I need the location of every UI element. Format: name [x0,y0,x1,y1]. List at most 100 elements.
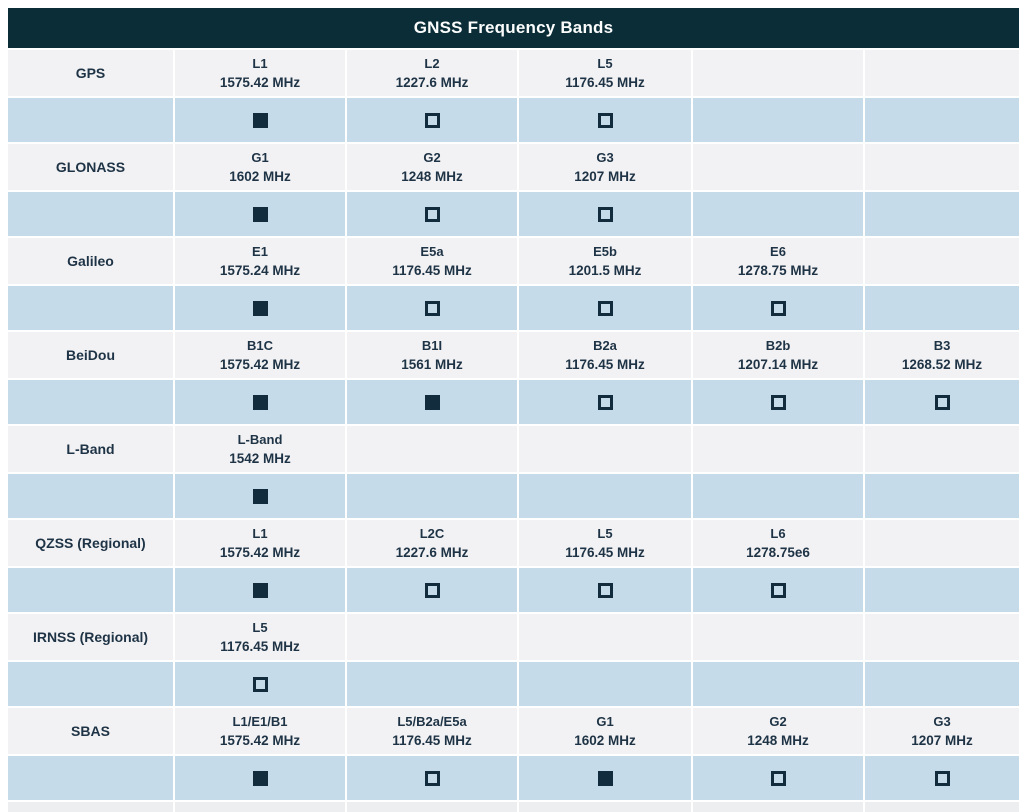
checkbox-cell [519,568,691,612]
checked-checkbox-icon[interactable] [252,112,268,128]
band-frequency: 1575.42 MHz [219,357,301,372]
cutoff-row-sliver [347,802,517,812]
band-frequency: 1561 MHz [401,357,463,372]
empty-cell [8,756,173,800]
empty-cell [347,662,517,706]
band-frequency: 1207.14 MHz [737,357,819,372]
checkbox-cell [519,98,691,142]
unchecked-checkbox-icon[interactable] [252,676,268,692]
band-frequency: 1575.42 MHz [219,545,301,560]
band-name: G2 [423,150,441,165]
band-cell: L1/E1/B1 1575.42 MHz [175,708,345,754]
unchecked-checkbox-icon[interactable] [424,770,440,786]
band-cell: E1 1575.24 MHz [175,238,345,284]
checked-checkbox-icon[interactable] [252,206,268,222]
band-name: L2C [419,526,445,541]
checkbox-cell [865,756,1019,800]
unchecked-checkbox-icon[interactable] [597,394,613,410]
empty-cell [865,286,1019,330]
checked-checkbox-icon[interactable] [424,394,440,410]
band-cell: L6 1278.75e6 [693,520,863,566]
band-cell: L5 1176.45 MHz [175,614,345,660]
unchecked-checkbox-icon[interactable] [597,582,613,598]
empty-cell [693,474,863,518]
empty-cell [865,474,1019,518]
cutoff-row-sliver [865,802,1019,812]
band-frequency: 1176.45 MHz [392,263,472,278]
checkbox-cell [865,380,1019,424]
empty-cell [693,426,863,472]
band-cell: G1 1602 MHz [519,708,691,754]
band-name: E6 [770,244,786,259]
band-cell: G2 1248 MHz [347,144,517,190]
band-frequency: 1278.75 MHz [737,263,819,278]
cutoff-row-sliver [175,802,345,812]
empty-cell [8,380,173,424]
checkbox-cell [519,380,691,424]
band-frequency: 1248 MHz [747,733,809,748]
empty-cell [8,568,173,612]
empty-cell [865,614,1019,660]
band-name: G3 [596,150,614,165]
band-frequency: 1602 MHz [574,733,636,748]
empty-cell [8,192,173,236]
checkbox-cell [175,98,345,142]
unchecked-checkbox-icon[interactable] [770,770,786,786]
band-name: B2b [765,338,791,353]
band-cell: G2 1248 MHz [693,708,863,754]
unchecked-checkbox-icon[interactable] [424,112,440,128]
system-label: L-Band [8,426,173,472]
system-label: IRNSS (Regional) [8,614,173,660]
unchecked-checkbox-icon[interactable] [424,206,440,222]
system-label: GPS [8,50,173,96]
checkbox-cell [347,192,517,236]
empty-cell [693,98,863,142]
empty-cell [865,98,1019,142]
unchecked-checkbox-icon[interactable] [597,206,613,222]
unchecked-checkbox-icon[interactable] [770,394,786,410]
band-cell: L1 1575.42 MHz [175,50,345,96]
empty-cell [347,474,517,518]
band-name: L5 [597,56,613,71]
unchecked-checkbox-icon[interactable] [934,394,950,410]
unchecked-checkbox-icon[interactable] [424,582,440,598]
unchecked-checkbox-icon[interactable] [424,300,440,316]
band-frequency: 1575.24 MHz [219,263,301,278]
band-frequency: 1227.6 MHz [395,545,469,560]
checkbox-cell [347,286,517,330]
band-frequency: 1176.45 MHz [392,733,472,748]
checkbox-cell [693,568,863,612]
empty-cell [8,98,173,142]
band-name: L6 [770,526,786,541]
checked-checkbox-icon[interactable] [597,770,613,786]
band-cell: L5 1176.45 MHz [519,50,691,96]
cutoff-row-sliver [8,802,173,812]
band-name: L2 [424,56,440,71]
checked-checkbox-icon[interactable] [252,394,268,410]
unchecked-checkbox-icon[interactable] [597,112,613,128]
band-frequency: 1176.45 MHz [565,545,645,560]
band-name: G3 [933,714,951,729]
unchecked-checkbox-icon[interactable] [770,300,786,316]
checked-checkbox-icon[interactable] [252,488,268,504]
empty-cell [519,426,691,472]
empty-cell [519,662,691,706]
band-cell: E5b 1201.5 MHz [519,238,691,284]
unchecked-checkbox-icon[interactable] [597,300,613,316]
cutoff-row-sliver [693,802,863,812]
checkbox-cell [693,380,863,424]
unchecked-checkbox-icon[interactable] [770,582,786,598]
empty-cell [865,192,1019,236]
band-name: E1 [252,244,268,259]
checked-checkbox-icon[interactable] [252,582,268,598]
checkbox-cell [175,474,345,518]
system-label: BeiDou [8,332,173,378]
checked-checkbox-icon[interactable] [252,770,268,786]
band-frequency: 1602 MHz [229,169,291,184]
checkbox-cell [347,756,517,800]
band-frequency: 1176.45 MHz [220,639,300,654]
band-name: L5 [252,620,268,635]
unchecked-checkbox-icon[interactable] [934,770,950,786]
checked-checkbox-icon[interactable] [252,300,268,316]
